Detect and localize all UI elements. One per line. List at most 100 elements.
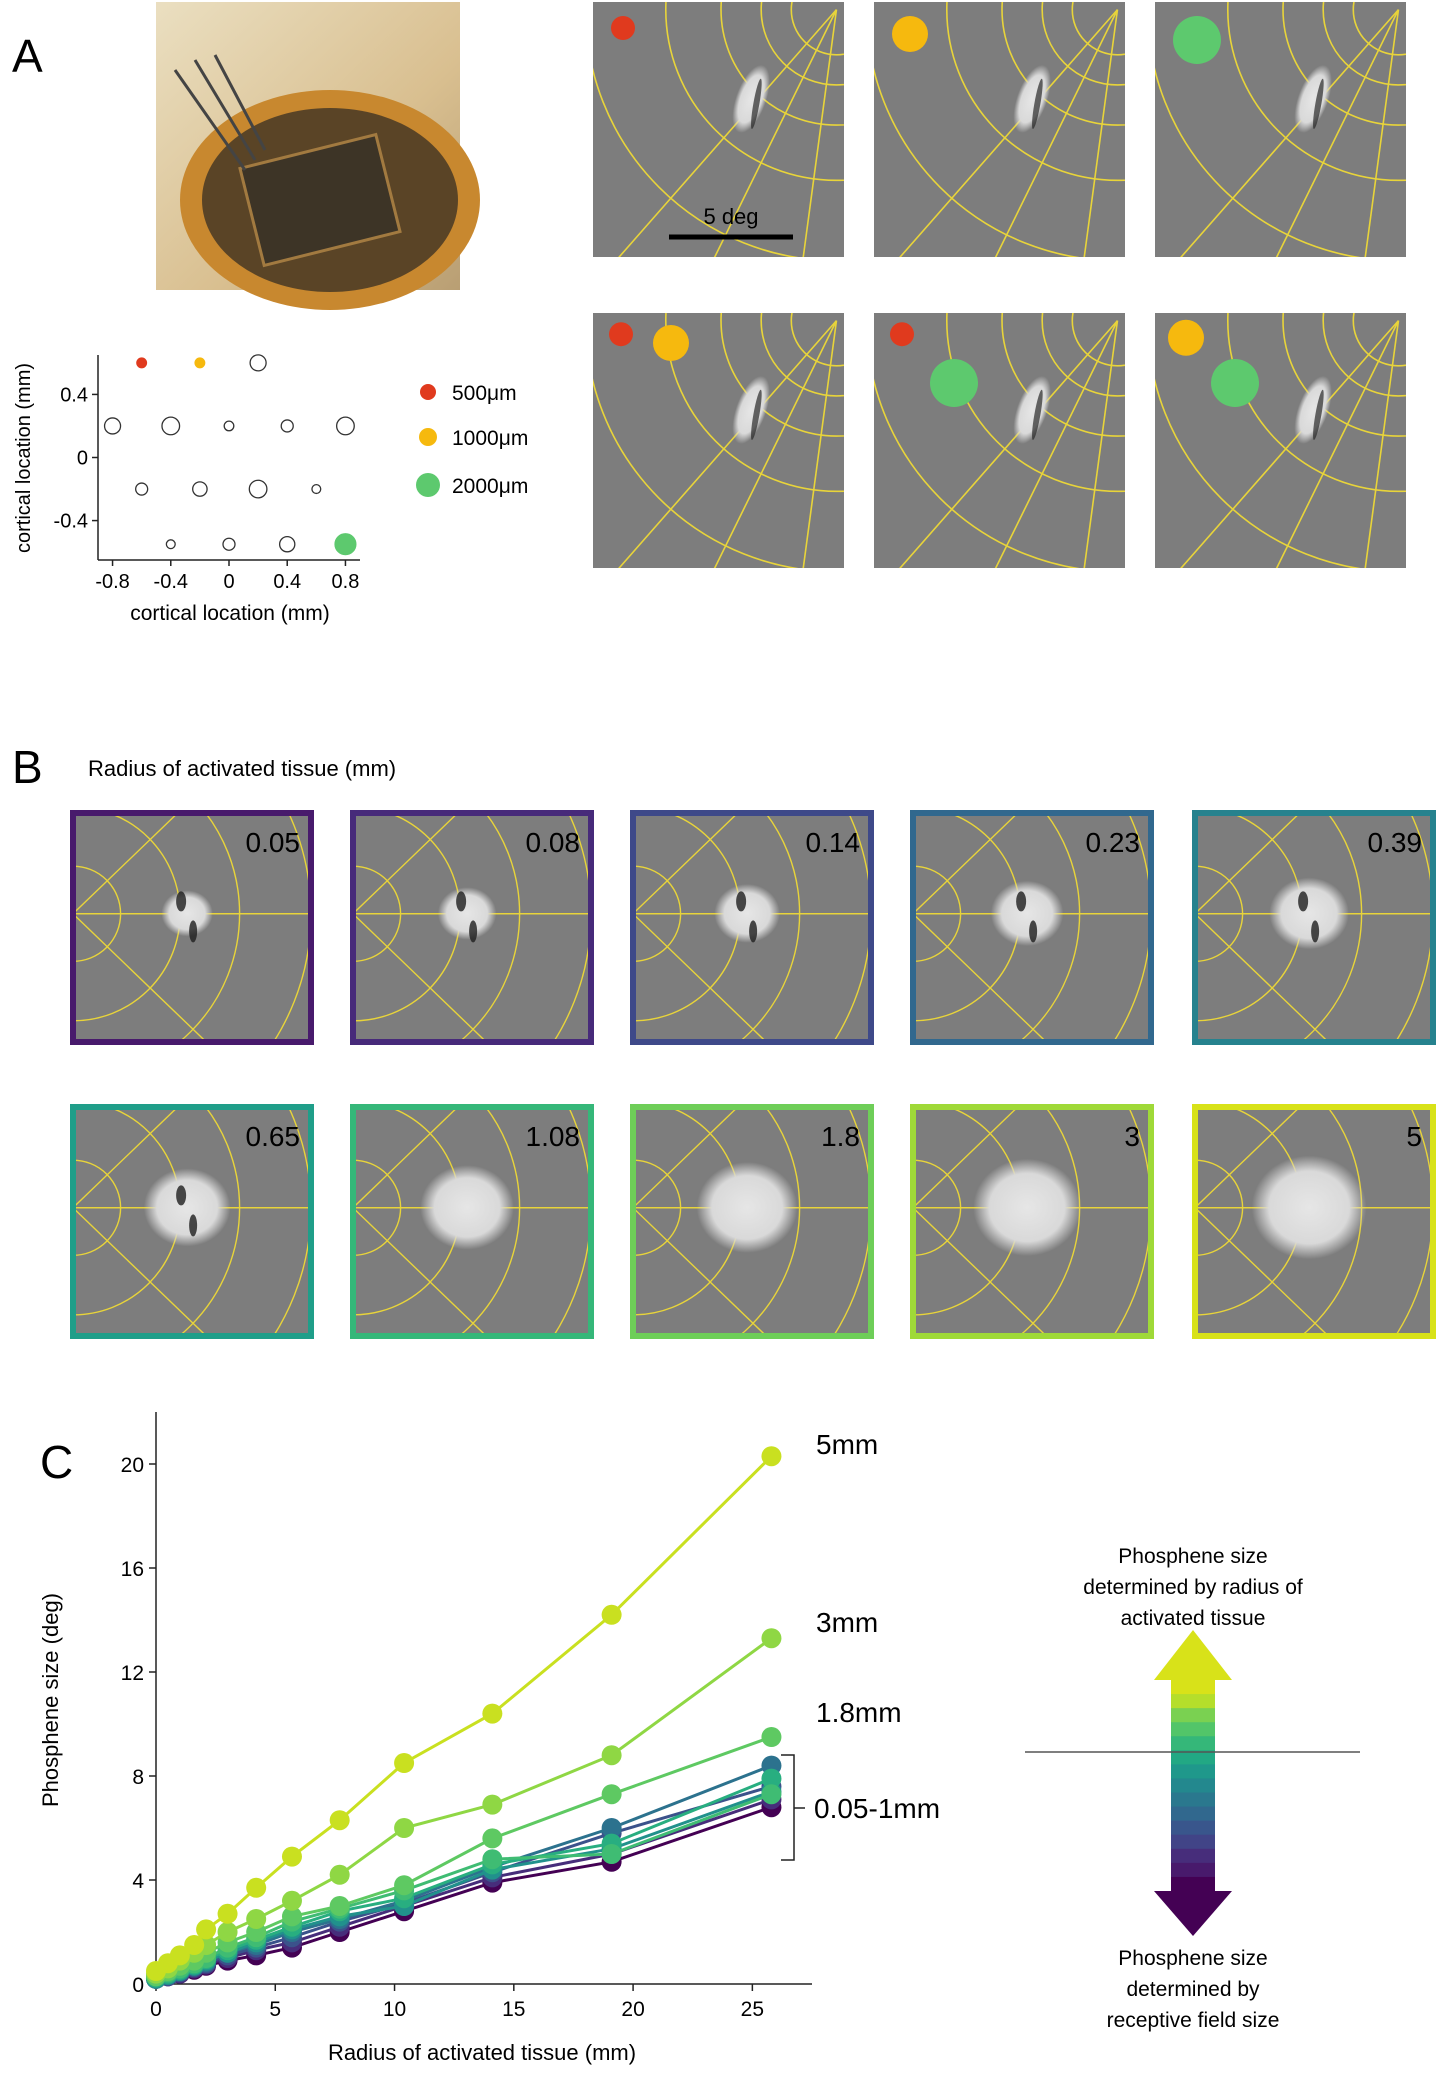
map-background [593,313,844,568]
eccentricity-ring [1227,2,1406,182]
electrode-site [280,419,294,433]
data-point [281,1846,302,1867]
arrow-color-segment [1171,1764,1215,1779]
electrode-x-tick-label: 0.4 [273,571,301,593]
data-point [217,1903,238,1924]
stimulation-site-marker [1168,319,1204,356]
data-point [761,1784,782,1805]
stimulation-site-marker [930,359,978,407]
data-point [196,1919,217,1940]
polar-angle-line [633,813,739,915]
arrow-color-segment [1171,1820,1215,1836]
phosphene-map-tile: 1.08 [350,1104,594,1339]
phosphene-map-tile: 5 deg [593,2,844,257]
phosphene-dark-band [1032,78,1043,129]
eccentricity-ring [1282,2,1406,126]
phosphene-dark-spot [189,1214,198,1237]
chart-x-tick-label: 20 [621,1998,644,2021]
eccentricity-ring [1322,313,1406,397]
electrode-site [278,535,296,553]
phosphene-dark-band [1313,389,1324,440]
polar-angle-line [1083,320,1119,568]
data-point [601,1745,622,1766]
eccentricity-ring [1001,2,1125,126]
electrode-site [335,416,355,436]
electrode-site [249,354,267,372]
chart-y-tick-label: 20 [121,1454,144,1477]
data-point [394,1818,415,1838]
panel-b-label: B [12,741,43,793]
eccentricity-ring [760,313,844,397]
phosphene-dark-band [1032,389,1043,440]
polar-angle-line [1364,320,1400,568]
electrode-x-tick-label: -0.8 [95,571,129,593]
electrode-site [165,539,176,550]
chart-x-label: Radius of activated tissue (mm) [328,2040,636,2065]
chart-x-tick-label: 10 [383,1998,406,2021]
phosphene-map-tile: 5 [1192,1104,1436,1339]
phosphene-dark-spot [1016,891,1027,912]
eccentricity-ring [1071,313,1125,367]
radius-value-label: 1.08 [526,1121,581,1152]
electrode-site [194,357,206,369]
phosphene-blob [143,1168,231,1247]
data-point [761,1727,782,1747]
radius-value-label: 1.8 [821,1121,860,1152]
series-3mm [146,1628,782,1984]
arrow-color-segment [1171,1792,1215,1808]
phosphene-dark-spot [469,920,478,943]
electrode-site [223,420,235,432]
chart-y-tick-label: 8 [132,1766,144,1789]
data-point [329,1864,350,1885]
arrow-head-up [1154,1630,1232,1680]
data-point [601,1784,622,1805]
eccentricity-ring [946,2,1125,182]
eccentricity-ring [1322,2,1406,86]
phosphene-dark-spot [1029,920,1038,943]
legend-dot-2000 [416,473,440,497]
polar-angle-line [353,813,459,915]
map-background [874,313,1125,568]
chart-x-tick-label: 0 [150,1998,162,2021]
electrode-site [136,357,148,369]
phosphene-map-tile [874,313,1125,568]
polar-angle-line [713,320,838,568]
electrode-site [222,537,236,551]
phosphene-dark-spot [749,920,758,943]
polar-angle-line [1195,813,1301,915]
phosphene-dark-band [1313,78,1324,129]
polar-angle-line [1275,9,1400,257]
panel-c-label: C [40,1436,73,1488]
data-point [761,1768,782,1789]
electrode-x-tick-label: 0 [223,571,234,593]
polar-angle-line [802,320,838,568]
polar-angle-line [1275,320,1400,568]
phosphene-size-chart: 0 5 10 15 20 25 0 4 8 12 16 20 Radius of activated… [38,1412,940,2065]
implant-photo [156,2,480,310]
arrow-top-text-2: determined by radius of [1083,1576,1303,1599]
radius-value-label: 3 [1124,1121,1140,1152]
arrow-color-segment [1171,1722,1215,1737]
radius-color-frame [350,810,594,1045]
phosphene-dark-spot [456,891,467,912]
phosphene-dark-spot [1311,920,1320,943]
stimulation-site-marker [1211,359,1259,407]
polar-angle-line [994,9,1119,257]
electrode-site [103,417,122,435]
phosphene-dark-band [751,389,762,440]
electrode-site [311,483,322,495]
phosphene-dark-spot [736,891,747,912]
arrow-color-segment [1171,1750,1215,1765]
polar-angle-line [802,9,838,257]
eccentricity-ring [1041,2,1125,86]
polar-angle-line [1364,9,1400,257]
eccentricity-ring [1041,313,1125,397]
arrow-top-text-3: activated tissue [1121,1607,1266,1630]
electrode-size-legend: 500μm 1000μm 2000μm [416,382,528,498]
phosphene-map-tile [1155,313,1406,568]
data-point [329,1896,350,1916]
data-point [482,1703,503,1724]
arrow-color-segment [1171,1834,1215,1850]
data-point [394,1753,415,1773]
polar-angle-line [1195,1107,1301,1209]
